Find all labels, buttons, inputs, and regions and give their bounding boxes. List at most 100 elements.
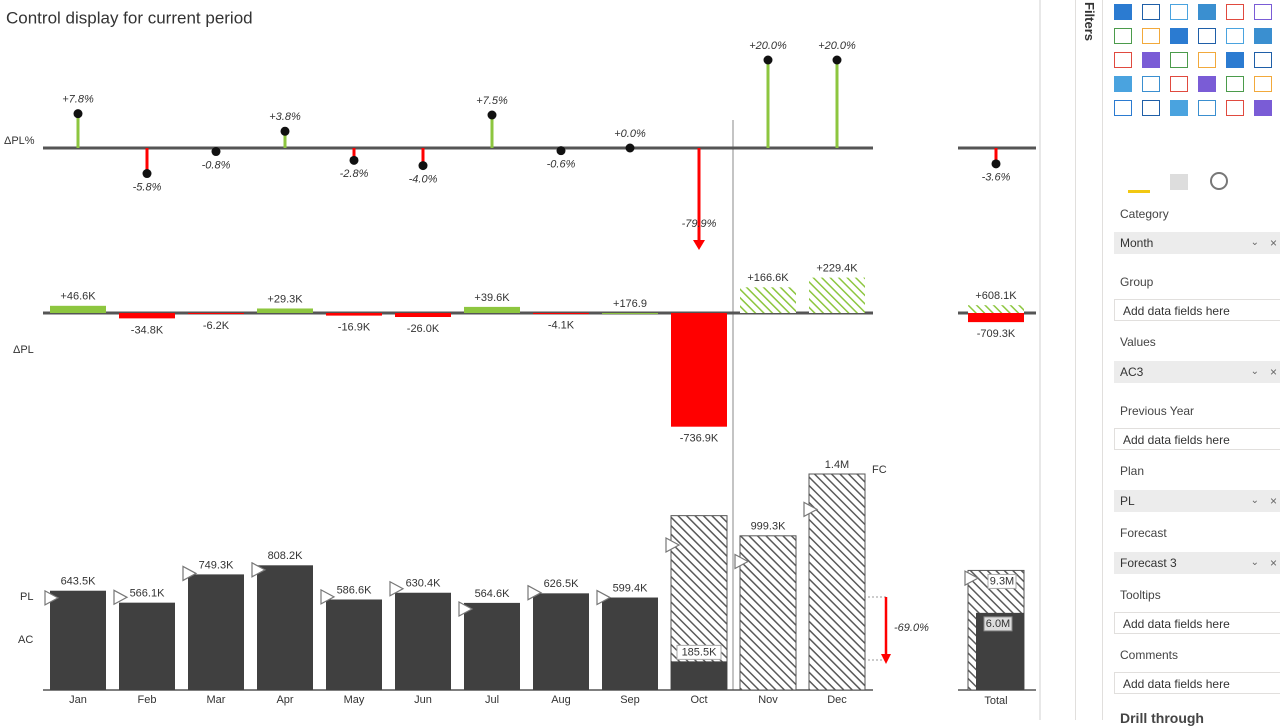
expand-icon[interactable]: ⌄ xyxy=(1250,237,1259,248)
visual-icon[interactable] xyxy=(1142,52,1160,68)
actual-label: 6.0M xyxy=(986,618,1010,630)
remove-icon[interactable]: × xyxy=(1269,365,1277,379)
delta-pct-dot xyxy=(349,155,359,165)
visual-icon[interactable] xyxy=(1254,52,1272,68)
forecast-label: 1.4M xyxy=(825,459,849,471)
delta-abs-label: -736.9K xyxy=(680,433,719,445)
x-tick-label: Mar xyxy=(207,694,226,706)
visual-icon[interactable] xyxy=(1198,100,1216,116)
field-pill[interactable]: Month ⌄ × xyxy=(1114,232,1280,254)
visual-icon[interactable] xyxy=(1226,28,1244,44)
visual-icon[interactable] xyxy=(1254,28,1272,44)
field-pill[interactable]: Forecast 3 ⌄ × xyxy=(1114,552,1280,574)
actual-bar xyxy=(395,592,451,690)
visual-icon[interactable] xyxy=(1170,4,1188,20)
plan-marker xyxy=(320,588,336,605)
remove-icon[interactable]: × xyxy=(1269,556,1277,570)
visual-icon[interactable] xyxy=(1142,4,1160,20)
format-tab[interactable] xyxy=(1170,174,1188,190)
visual-icon[interactable] xyxy=(1114,28,1132,44)
actual-label: 564.6K xyxy=(475,588,511,600)
well-label: Comments xyxy=(1120,648,1179,662)
delta-pct-label: +0.0% xyxy=(614,128,646,140)
visual-icon[interactable] xyxy=(1254,100,1272,116)
visual-icon[interactable] xyxy=(1170,100,1188,116)
delta-abs-label: +229.4K xyxy=(816,263,858,275)
visual-icon[interactable] xyxy=(1142,100,1160,116)
delta-abs-label: +46.6K xyxy=(60,291,96,303)
field-pill[interactable]: AC3 ⌄ × xyxy=(1114,361,1280,383)
visual-icon[interactable] xyxy=(1226,52,1244,68)
actual-bar xyxy=(50,590,106,690)
visual-icon[interactable] xyxy=(1198,4,1216,20)
visual-icon[interactable] xyxy=(1142,28,1160,44)
filters-strip[interactable]: Filters xyxy=(1080,0,1103,720)
delta-abs-label: -16.9K xyxy=(338,322,371,334)
drop-zone[interactable]: Add data fields here xyxy=(1114,672,1280,694)
visual-icon[interactable] xyxy=(1254,4,1272,20)
annotation-label: -69.0% xyxy=(894,622,929,634)
visual-icon[interactable] xyxy=(1142,76,1160,92)
delta-pct-dot xyxy=(556,146,566,156)
delta-pct-label: -2.8% xyxy=(340,168,369,180)
fields-tab[interactable] xyxy=(1128,172,1150,193)
visual-icon[interactable] xyxy=(1170,76,1188,92)
plan-marker xyxy=(803,501,819,518)
visual-icon[interactable] xyxy=(1114,4,1132,20)
chart-title: Control display for current period xyxy=(6,8,253,27)
plan-marker xyxy=(44,589,60,606)
row-label: ΔPL xyxy=(13,344,34,356)
visual-icon[interactable] xyxy=(1114,100,1132,116)
drop-zone[interactable]: Add data fields here xyxy=(1114,299,1280,321)
actual-bar xyxy=(671,661,727,690)
visual-icon[interactable] xyxy=(1198,28,1216,44)
section-header[interactable]: Drill through xyxy=(1120,710,1204,726)
visual-icon[interactable] xyxy=(1170,28,1188,44)
visual-icon[interactable] xyxy=(1226,4,1244,20)
delta-abs-label: -709.3K xyxy=(977,328,1016,340)
expand-icon[interactable]: ⌄ xyxy=(1250,366,1259,377)
delta-abs-bar xyxy=(119,313,175,319)
delta-pct-dot xyxy=(280,126,290,136)
delta-abs-label: -6.2K xyxy=(203,320,230,332)
delta-abs-bar xyxy=(326,313,382,316)
analytics-tab[interactable] xyxy=(1210,172,1228,190)
actual-bar xyxy=(533,593,589,690)
visual-icon[interactable] xyxy=(1226,100,1244,116)
delta-pct-dot xyxy=(991,159,1001,169)
visual-icon[interactable] xyxy=(1198,52,1216,68)
delta-abs-bar xyxy=(968,313,1024,323)
plan-marker xyxy=(734,553,750,570)
drop-zone[interactable]: Add data fields here xyxy=(1114,428,1280,450)
visual-frame xyxy=(0,0,1040,720)
filters-label[interactable]: Filters xyxy=(1082,2,1097,42)
forecast-tag: FC xyxy=(872,464,887,476)
expand-icon[interactable]: ⌄ xyxy=(1250,495,1259,506)
delta-abs-bar xyxy=(602,312,658,314)
actual-bar xyxy=(464,602,520,690)
visual-icon[interactable] xyxy=(1170,52,1188,68)
delta-pct-label: +20.0% xyxy=(749,40,787,52)
visual-icon[interactable] xyxy=(1198,76,1216,92)
expand-icon[interactable]: ⌄ xyxy=(1250,557,1259,568)
visual-icon[interactable] xyxy=(1114,52,1132,68)
remove-icon[interactable]: × xyxy=(1269,494,1277,508)
visual-icon[interactable] xyxy=(1254,76,1272,92)
x-tick-label: Total xyxy=(984,695,1007,707)
report-canvas: Control display for current period ΔPL% … xyxy=(0,0,1041,720)
x-tick-label: Oct xyxy=(690,694,707,706)
delta-abs-label: +176.9 xyxy=(613,298,647,310)
field-pill[interactable]: PL ⌄ × xyxy=(1114,490,1280,512)
actual-bar xyxy=(326,599,382,690)
delta-abs-label: +29.3K xyxy=(267,293,303,305)
delta-pct-dot xyxy=(625,143,635,153)
remove-icon[interactable]: × xyxy=(1269,236,1277,250)
delta-abs-label: -34.8K xyxy=(131,324,164,336)
actual-bar xyxy=(119,602,175,690)
delta-pct-dot xyxy=(832,55,842,65)
drop-zone[interactable]: Add data fields here xyxy=(1114,612,1280,634)
delta-pct-dot xyxy=(763,55,773,65)
visual-icon[interactable] xyxy=(1226,76,1244,92)
visual-icon[interactable] xyxy=(1114,76,1132,92)
